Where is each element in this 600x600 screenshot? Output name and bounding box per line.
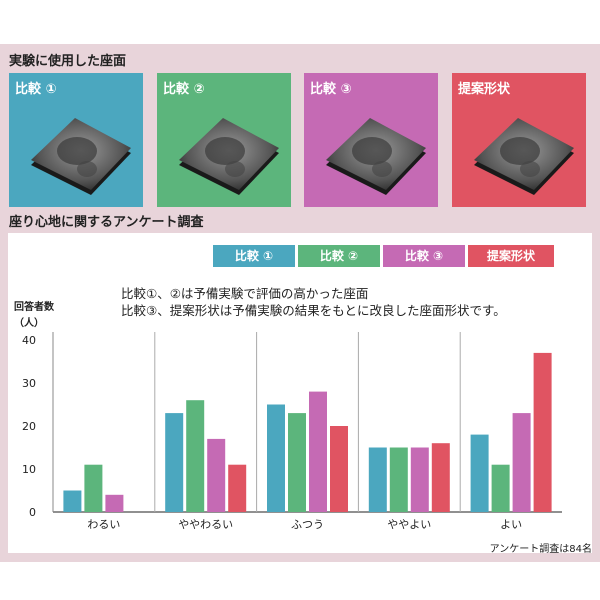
bar bbox=[309, 391, 327, 512]
seat-image-1 bbox=[31, 118, 131, 195]
legend-item-compare-1: 比較 ① bbox=[213, 245, 295, 267]
bar bbox=[330, 426, 348, 512]
bar bbox=[410, 447, 429, 512]
legend-item-proposed: 提案形状 bbox=[468, 245, 554, 267]
y-axis-unit: （人） bbox=[14, 318, 44, 329]
y-tick-label: 30 bbox=[22, 377, 36, 390]
seat-tile-compare-3: 比較 ③ bbox=[304, 73, 438, 207]
seat-image-proposed bbox=[474, 118, 574, 195]
bar bbox=[186, 400, 205, 512]
bar bbox=[470, 434, 489, 512]
x-category-label: ややよい bbox=[387, 518, 431, 531]
x-category-label: わるい bbox=[87, 518, 120, 531]
bar bbox=[533, 352, 552, 512]
bar bbox=[105, 494, 124, 512]
y-tick-label: 0 bbox=[29, 506, 36, 519]
bar bbox=[431, 443, 450, 512]
y-tick-label: 40 bbox=[22, 334, 36, 347]
bar bbox=[228, 464, 247, 512]
bar bbox=[267, 404, 285, 512]
x-category-label: ややわるい bbox=[178, 518, 233, 531]
bar bbox=[368, 447, 387, 512]
legend-item-compare-2: 比較 ② bbox=[298, 245, 380, 267]
bar bbox=[512, 413, 531, 512]
bar bbox=[491, 464, 510, 512]
chart-note-line-2: 比較③、提案形状は予備実験の結果をもとに改良した座面形状です。 bbox=[121, 303, 506, 318]
bar bbox=[389, 447, 408, 512]
seat-tile-label: 提案形状 bbox=[458, 82, 511, 97]
x-category-label: ふつう bbox=[291, 518, 324, 531]
bar bbox=[207, 438, 226, 512]
seat-tile-compare-2: 比較 ② bbox=[157, 73, 291, 207]
seat-tile-compare-1: 比較 ① bbox=[9, 73, 143, 207]
seat-tile-label: 比較 ② bbox=[163, 82, 205, 97]
bar bbox=[165, 413, 184, 512]
bar bbox=[63, 490, 82, 512]
bar bbox=[288, 413, 306, 512]
seat-image-3 bbox=[326, 118, 426, 195]
seat-tile-label: 比較 ① bbox=[15, 82, 57, 97]
survey-section-title: 座り心地に関するアンケート調査 bbox=[9, 215, 204, 230]
legend-item-compare-3: 比較 ③ bbox=[383, 245, 465, 267]
y-tick-label: 20 bbox=[22, 420, 36, 433]
survey-footnote: アンケート調査は84名 bbox=[489, 544, 592, 555]
bar bbox=[84, 464, 103, 512]
seats-section-title: 実験に使用した座面 bbox=[9, 54, 127, 69]
y-tick-label: 10 bbox=[22, 463, 36, 476]
chart-note-line-1: 比較①、②は予備実験で評価の高かった座面 bbox=[121, 286, 369, 301]
seat-tile-proposed: 提案形状 bbox=[452, 73, 586, 207]
x-category-label: よい bbox=[500, 518, 522, 531]
seat-image-2 bbox=[179, 118, 279, 195]
y-axis-title: 回答者数 bbox=[14, 302, 54, 313]
seat-tile-label: 比較 ③ bbox=[310, 82, 352, 97]
